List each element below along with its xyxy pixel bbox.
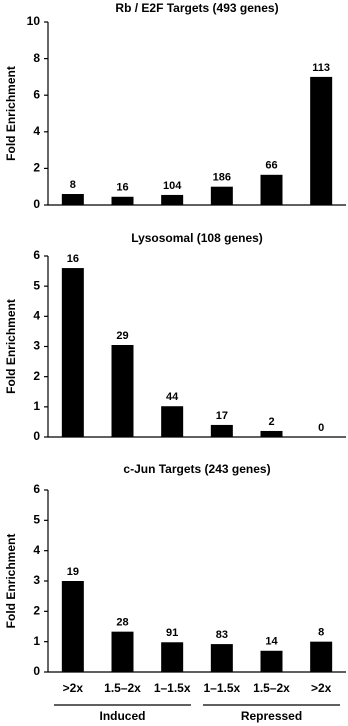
y-tick-label: 10 [27, 14, 41, 28]
y-axis-label: Fold Enrichment [4, 66, 18, 161]
y-tick-label: 3 [33, 339, 40, 353]
gene-count-label: 8 [318, 627, 324, 639]
bar [310, 641, 333, 672]
x-tick-label: 1.5–2x [104, 681, 141, 695]
y-tick-label: 4 [33, 124, 40, 138]
y-tick-label: 2 [33, 161, 40, 175]
gene-count-label: 0 [318, 422, 324, 434]
y-tick-label: 6 [33, 248, 40, 262]
gene-count-label: 113 [312, 62, 330, 74]
bar [161, 406, 184, 437]
y-tick-label: 2 [33, 369, 40, 383]
gene-count-label: 19 [67, 566, 79, 578]
group-label: Induced [99, 709, 145, 723]
gene-count-label: 17 [216, 410, 228, 422]
y-tick-label: 5 [33, 278, 40, 292]
x-tick-label: >2x [311, 681, 332, 695]
bar [111, 344, 134, 437]
y-tick-label: 5 [33, 513, 40, 527]
y-tick-label: 0 [33, 664, 40, 678]
group-label: Repressed [241, 709, 302, 723]
bar [161, 642, 184, 672]
gene-count-label: 44 [166, 391, 179, 403]
chart-title: Lysosomal (108 genes) [131, 231, 263, 245]
y-tick-label: 1 [33, 634, 40, 648]
gene-count-label: 29 [116, 330, 128, 342]
bar [61, 194, 84, 205]
y-axis-label: Fold Enrichment [4, 534, 18, 629]
y-tick-label: 6 [33, 87, 40, 101]
bar [61, 581, 84, 672]
gene-count-label: 66 [265, 160, 277, 172]
bar [61, 268, 84, 437]
bar [260, 430, 283, 437]
bar [210, 186, 233, 205]
gene-count-label: 28 [116, 617, 128, 629]
bar [210, 644, 233, 672]
gene-count-label: 91 [166, 627, 178, 639]
bar [111, 631, 134, 672]
chart-title: c-Jun Targets (243 genes) [123, 462, 270, 476]
y-axis-label: Fold Enrichment [4, 299, 18, 394]
chart-title: Rb / E2F Targets (493 genes) [115, 1, 278, 15]
y-tick-label: 0 [33, 429, 40, 443]
y-tick-label: 6 [33, 482, 40, 496]
x-tick-label: 1–1.5x [203, 681, 240, 695]
gene-count-label: 104 [163, 180, 182, 192]
bar [310, 76, 333, 206]
x-tick-label: 1–1.5x [154, 681, 191, 695]
gene-count-label: 8 [70, 179, 76, 191]
bar [111, 196, 134, 205]
bar [161, 194, 184, 205]
y-tick-label: 3 [33, 573, 40, 587]
y-tick-label: 2 [33, 604, 40, 618]
y-tick-label: 4 [33, 543, 40, 557]
bar [260, 650, 283, 672]
x-tick-label: 1.5–2x [253, 681, 290, 695]
gene-count-label: 16 [67, 253, 79, 265]
gene-count-label: 14 [265, 636, 278, 648]
y-tick-label: 0 [33, 197, 40, 211]
y-tick-label: 4 [33, 309, 40, 323]
x-tick-label: >2x [63, 681, 84, 695]
gene-count-label: 186 [213, 172, 231, 184]
y-tick-label: 8 [33, 51, 40, 65]
bar [260, 174, 283, 205]
gene-count-label: 16 [116, 182, 128, 194]
gene-count-label: 83 [216, 629, 228, 641]
gene-count-label: 2 [268, 416, 274, 428]
y-tick-label: 1 [33, 399, 40, 413]
bar [210, 424, 233, 437]
